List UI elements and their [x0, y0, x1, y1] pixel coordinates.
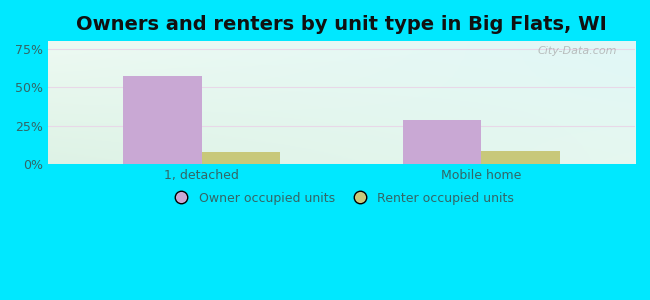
- Bar: [403, 120, 481, 164]
- Legend: Owner occupied units, Renter occupied units: Owner occupied units, Renter occupied un…: [164, 187, 519, 210]
- Bar: [202, 152, 280, 164]
- Text: City-Data.com: City-Data.com: [538, 46, 617, 56]
- Bar: [481, 151, 560, 164]
- Title: Owners and renters by unit type in Big Flats, WI: Owners and renters by unit type in Big F…: [76, 15, 607, 34]
- Bar: [124, 76, 202, 164]
